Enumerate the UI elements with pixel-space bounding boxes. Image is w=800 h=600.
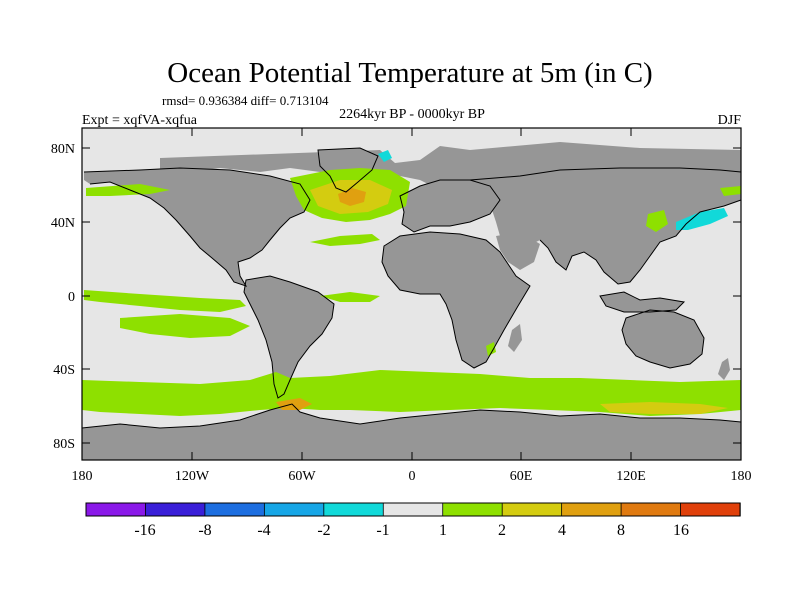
land-australia <box>622 310 704 368</box>
anomaly-arctic-cool <box>378 150 392 162</box>
season-label: DJF <box>718 113 742 128</box>
anomaly-kuroshio-cool <box>676 208 728 230</box>
land-madagascar <box>508 324 522 352</box>
anomaly-southern-ocean <box>82 370 741 416</box>
colorbar-label: 2 <box>498 522 506 539</box>
anomaly-indian-ocean <box>486 342 496 356</box>
colorbar-frame <box>85 502 741 517</box>
colorbar: -16 -8 -4 -2 -1 1 2 4 8 16 <box>85 502 741 539</box>
plot-title: Ocean Potential Temperature at 5m (in C) <box>167 57 652 89</box>
colorbar-labels: -16 -8 -4 -2 -1 1 2 4 8 16 <box>134 522 689 539</box>
land-indonesia <box>600 292 684 312</box>
land-south-america <box>244 276 334 398</box>
lon-tick-label: 180 <box>72 469 93 484</box>
anomaly-atlantic-tropical <box>320 292 380 302</box>
time-range-label: 2264kyr BP - 0000kyr BP <box>339 107 485 122</box>
land-arabia <box>496 232 540 270</box>
colorbar-bin <box>680 502 741 517</box>
lon-tick-label: 120E <box>616 469 646 484</box>
lon-tick-label: 0 <box>409 469 416 484</box>
colorbar-bin <box>442 502 503 517</box>
map-panel <box>81 127 742 461</box>
lon-tick-labels: 180 120W 60W 0 60E 120E 180 <box>72 469 752 484</box>
anomaly-pacific-tropical <box>84 290 246 312</box>
lon-tick-label: 60W <box>288 469 316 484</box>
land-north-america <box>84 168 310 286</box>
anomaly-north-atlantic-hot <box>338 188 366 206</box>
colorbar-bin <box>145 502 206 517</box>
anomaly-north-pacific <box>86 184 170 196</box>
colorbar-label: -2 <box>317 522 330 539</box>
lat-tick-label: 80N <box>51 142 75 157</box>
land-africa <box>382 232 530 368</box>
colorbar-label: -16 <box>134 522 155 539</box>
coastlines <box>81 147 742 429</box>
stats-label: rmsd= 0.936384 diff= 0.713104 <box>162 93 329 108</box>
anomaly-pacific-south <box>120 314 250 338</box>
colorbar-bins <box>85 502 741 517</box>
land-new-zealand <box>718 358 730 380</box>
lon-tick-label: 60E <box>510 469 533 484</box>
colorbar-label: 16 <box>673 522 689 539</box>
land-asia <box>470 168 741 284</box>
colorbar-bin <box>85 502 147 517</box>
colorbar-label: -4 <box>257 522 270 539</box>
anomaly-southern-ocean-warm <box>600 402 728 414</box>
anomaly-mid-atlantic-band <box>310 234 380 246</box>
colorbar-bin <box>323 502 384 517</box>
colorbar-label: -1 <box>376 522 389 539</box>
lon-tick-label: 180 <box>731 469 752 484</box>
lon-tick-marks <box>81 128 742 460</box>
land-japan <box>668 204 680 226</box>
lat-tick-label: 0 <box>68 290 75 305</box>
colorbar-bin <box>620 502 682 517</box>
lat-tick-marks <box>82 147 741 444</box>
lon-tick-label: 120W <box>175 469 210 484</box>
colorbar-bin <box>382 502 444 517</box>
lat-tick-label: 40S <box>53 363 75 378</box>
colorbar-bin <box>263 502 325 517</box>
anomaly-drake-warm <box>276 398 312 410</box>
colorbar-bin <box>204 502 266 517</box>
experiment-label: Expt = xqfVA-xqfua <box>82 113 198 128</box>
lat-tick-label: 80S <box>53 437 75 452</box>
lat-tick-label: 40N <box>51 216 75 231</box>
colorbar-label: 4 <box>558 522 566 539</box>
colorbar-label: 1 <box>439 522 447 539</box>
colorbar-bin <box>561 502 622 517</box>
lat-tick-labels: 80N 40N 0 40S 80S <box>51 142 75 452</box>
anomaly-pacific-northeast <box>720 186 741 196</box>
colorbar-label: 8 <box>617 522 625 539</box>
anomaly-japan-warm <box>646 210 668 232</box>
colorbar-label: -8 <box>198 522 211 539</box>
land-europe <box>400 180 500 232</box>
colorbar-bin <box>501 502 563 517</box>
